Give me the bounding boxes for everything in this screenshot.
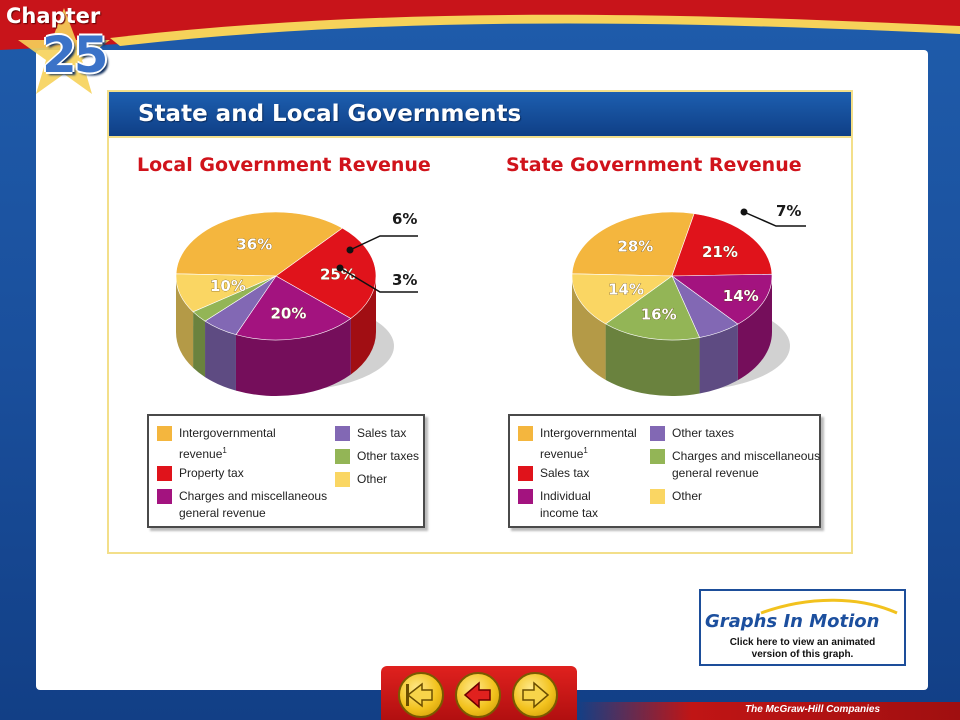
pie-slice-2 — [235, 275, 352, 341]
legend-swatch — [518, 489, 533, 504]
pie-slice-2 — [671, 273, 773, 325]
swoosh-icon — [760, 598, 898, 615]
pie-side-5 — [176, 276, 194, 368]
pie-1: 28% 21% 14% 7% 16% 14% — [571, 202, 806, 396]
left-arrow-icon — [463, 681, 491, 709]
legend-label: Charges and miscellaneous general revenue — [672, 449, 821, 480]
graphs-in-motion-subtitle: Click here to view an animated version o… — [701, 637, 904, 661]
legend-swatch — [650, 449, 665, 464]
state-chart-title: State Government Revenue — [506, 154, 802, 176]
pct-label-1: 25% — [320, 266, 356, 284]
leader-line-3 — [743, 211, 806, 227]
legend-swatch — [518, 466, 533, 481]
legend-label: Other taxes — [672, 426, 735, 440]
pct-label-2: 14% — [723, 287, 759, 305]
graphs-in-motion-title: Graphs In Motion — [705, 611, 880, 632]
chapter-number: 25 — [42, 26, 109, 84]
pie-side-3 — [205, 321, 236, 391]
pie-slice-0 — [175, 211, 343, 277]
pct-label-2: 20% — [271, 304, 307, 322]
pie-0: 36% 25% 20% 6% 3% 10% — [175, 210, 418, 396]
leader-dot-3 — [346, 246, 354, 254]
state-legend: Intergovernmental revenue1 Sales tax Indivi… — [508, 414, 821, 528]
leader-dot-3 — [740, 208, 748, 216]
pct-label-1: 21% — [702, 243, 738, 261]
leader-line-4 — [339, 267, 418, 293]
legend-swatch — [518, 426, 533, 441]
pie-side-3 — [699, 324, 738, 394]
legend-label: Sales tax — [540, 466, 590, 480]
local-chart-title: Local Government Revenue — [137, 154, 431, 176]
pie-slice-5 — [571, 273, 673, 325]
publisher-footer: The McGraw-Hill Companies — [745, 704, 881, 715]
gim-line-1: Click here to view an animated — [729, 637, 876, 648]
pct-label-5: 14% — [608, 281, 644, 299]
chapter-badge: Chapter 25 — [0, 0, 140, 100]
next-button[interactable] — [512, 672, 558, 718]
chapter-label: Chapter — [6, 4, 101, 28]
star-icon — [18, 8, 110, 94]
legend-label: Intergovernmental revenue1 — [179, 426, 276, 461]
pie-side-2 — [235, 318, 351, 396]
slide-title: State and Local Governments — [138, 101, 522, 127]
legend-swatch — [157, 426, 172, 441]
pct-label-0: 36% — [236, 236, 272, 254]
pie-side-1 — [350, 276, 376, 375]
pct-label-3: 6% — [392, 210, 417, 228]
pct-label-3: 7% — [776, 202, 801, 220]
legend-swatch — [157, 489, 172, 504]
pie-slice-5 — [175, 273, 277, 313]
gim-line-2: version of this graph. — [751, 649, 854, 660]
footer-bar — [577, 702, 960, 720]
legend-label: Property tax — [179, 466, 244, 480]
legend-swatch — [335, 426, 350, 441]
pct-label-0: 28% — [617, 238, 653, 256]
legend-label: Individual income tax — [540, 489, 599, 520]
right-arrow-icon — [522, 681, 550, 709]
pie-slice-0 — [571, 211, 695, 277]
legend-label: Other — [357, 472, 388, 486]
pct-label-5: 10% — [210, 277, 246, 295]
leader-dot-4 — [336, 264, 344, 272]
legend-swatch — [335, 449, 350, 464]
legend-swatch — [335, 472, 350, 487]
pie-slice-4 — [605, 275, 700, 341]
legend-label: Intergovernmental revenue1 — [540, 426, 637, 461]
legend-label: Other — [672, 489, 703, 503]
slide-header — [107, 90, 853, 138]
pie-slice-1 — [671, 213, 773, 277]
pie-side-4 — [193, 311, 206, 378]
legend-label: Sales tax — [357, 426, 407, 440]
pct-label-4: 3% — [392, 271, 417, 289]
legend-swatch — [650, 489, 665, 504]
local-legend: Intergovernmental revenue1 Property tax Cha… — [147, 414, 425, 528]
pie-side-4 — [605, 323, 700, 396]
return-button[interactable] — [398, 672, 444, 718]
graphs-in-motion-button[interactable]: Graphs In Motion Click here to view an a… — [699, 589, 906, 666]
top-stripe — [0, 0, 960, 50]
return-arrow-icon — [406, 682, 433, 708]
legend-swatch — [157, 466, 172, 481]
pct-label-4: 16% — [641, 305, 677, 323]
previous-button[interactable] — [455, 672, 501, 718]
legend-swatch — [650, 426, 665, 441]
legend-label: Charges and miscellaneous general revenue — [179, 489, 328, 520]
legend-label: Other taxes — [357, 449, 420, 463]
leader-line-3 — [349, 235, 418, 251]
